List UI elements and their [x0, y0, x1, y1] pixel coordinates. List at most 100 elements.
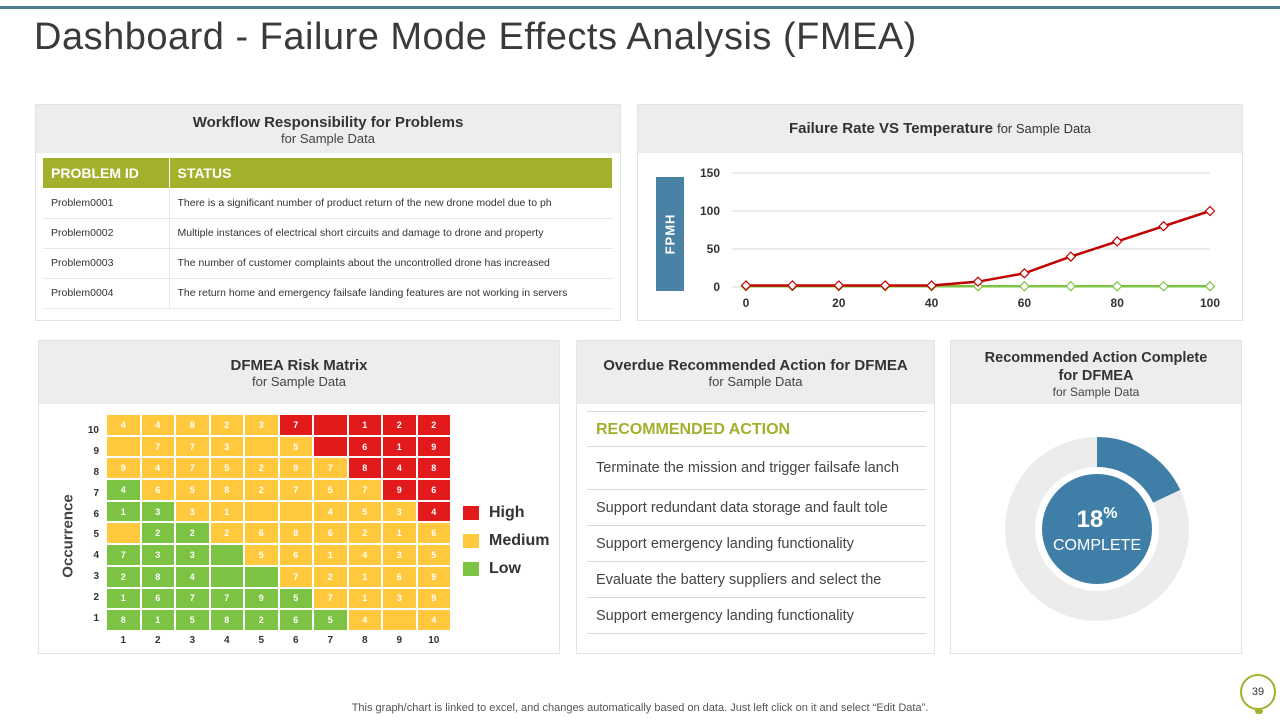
x-tick-label: 4 [223, 635, 230, 646]
percent-value: 18 [1076, 506, 1104, 533]
complete-header: Recommended Action Complete for DFMEA fo… [951, 341, 1241, 404]
y-tick-label: 150 [700, 166, 720, 180]
matrix-cell: 5 [278, 587, 313, 610]
y-axis-label-box: FPMH [656, 177, 684, 291]
data-point [1019, 280, 1030, 292]
legend-item-high: High [463, 499, 549, 527]
y-tick-label: 3 [93, 571, 99, 583]
list-item: Support emergency landing functionality [587, 526, 926, 562]
matrix-cell: 7 [278, 414, 313, 436]
occurrence-label: Occurrence [59, 494, 77, 578]
workflow-header: Workflow Responsibility for Problems for… [36, 105, 620, 153]
failure-rate-title: Failure Rate VS Temperature [788, 120, 993, 137]
action-list: RECOMMENDED ACTION Terminate the mission… [587, 411, 926, 634]
matrix-cell: 1 [382, 435, 417, 458]
matrix-cell: 4 [140, 414, 175, 436]
risk-matrix-header: DFMEA Risk Matrix for Sample Data [39, 341, 559, 404]
matrix-cell: 4 [416, 500, 451, 523]
matrix-cell: 2 [416, 414, 451, 436]
legend-item-medium: Medium [463, 527, 549, 555]
matrix-cell: 7 [313, 587, 348, 610]
matrix-cell: 6 [347, 435, 382, 458]
x-tick-label: 9 [396, 635, 403, 646]
y-tick-label: 4 [93, 550, 99, 562]
failure-rate-header: Failure Rate VS Temperature for Sample D… [638, 105, 1242, 153]
matrix-cell: 8 [278, 522, 313, 545]
x-tick-label: 40 [925, 296, 939, 310]
legend-label: High [489, 504, 525, 521]
matrix-cell: 1 [106, 500, 141, 523]
matrix-cell: 2 [347, 522, 382, 545]
complete-panel: Recommended Action Complete for DFMEA fo… [950, 340, 1242, 654]
matrix-cell: 3 [209, 435, 244, 458]
y-tick-label: 2 [93, 592, 99, 604]
matrix-cell: 9 [106, 457, 141, 480]
data-point [926, 280, 937, 291]
matrix-cell: 8 [209, 609, 244, 631]
matrix-cell: 8 [209, 479, 244, 501]
problem-id-cell: Problem0002 [43, 218, 170, 249]
matrix-cell: 8 [347, 457, 382, 480]
action-list-header: RECOMMENDED ACTION [587, 411, 926, 447]
data-point [833, 280, 845, 291]
y-tick-label: 10 [87, 425, 99, 436]
matrix-cell: 7 [278, 479, 313, 501]
matrix-cell: 3 [140, 544, 175, 566]
matrix-cell: 7 [347, 479, 382, 501]
overdue-title: Overdue Recommended Action for DFMEA [603, 357, 908, 374]
matrix-cell: 1 [313, 544, 348, 566]
failure-rate-chart: 0 50 100 150 0 20 40 60 80 100 [700, 166, 1220, 310]
completion-percent: 18% [951, 505, 1243, 534]
matrix-cell [106, 435, 141, 458]
data-point [1158, 280, 1169, 292]
x-tick-label: 80 [1111, 296, 1125, 310]
matrix-cell: 7 [106, 544, 141, 566]
matrix-cell: 7 [140, 435, 175, 458]
workflow-subtitle: for Sample Data [281, 131, 375, 146]
matrix-cell: 2 [175, 522, 210, 545]
problem-id-cell: Problem0001 [43, 188, 170, 219]
x-tick-label: 0 [743, 296, 750, 310]
overdue-header: Overdue Recommended Action for DFMEA for… [577, 341, 934, 404]
data-point [740, 280, 752, 291]
data-point [879, 280, 891, 291]
matrix-cell: 1 [382, 522, 417, 545]
table-row: Problem0002 Multiple instances of electr… [43, 218, 613, 249]
percent-sign: % [1103, 505, 1118, 522]
matrix-cell: 9 [416, 565, 451, 588]
donut-center [1042, 474, 1152, 584]
matrix-cell: 7 [209, 587, 244, 610]
risk-matrix-subtitle: for Sample Data [252, 374, 346, 389]
matrix-cell: 7 [175, 457, 210, 480]
y-tick-label: 50 [707, 242, 721, 256]
matrix-cell [382, 609, 417, 631]
matrix-cell: 3 [175, 500, 210, 523]
risk-matrix-title: DFMEA Risk Matrix [230, 357, 368, 374]
matrix-cell: 6 [416, 522, 451, 545]
matrix-cell: 6 [382, 565, 417, 588]
x-tick-label: 100 [1200, 296, 1220, 310]
page-title: Dashboard - Failure Mode Effects Analysi… [34, 16, 917, 58]
overdue-subtitle: for Sample Data [708, 374, 803, 389]
overdue-panel: Overdue Recommended Action for DFMEA for… [576, 340, 935, 654]
legend-label: Low [489, 560, 521, 577]
data-point [1065, 280, 1077, 292]
matrix-cell: 4 [175, 565, 210, 588]
risk-matrix-panel: DFMEA Risk Matrix for Sample Data Occurr… [38, 340, 560, 654]
matrix-cell: 1 [140, 609, 175, 631]
matrix-cell: 5 [244, 544, 279, 566]
matrix-cell: 2 [244, 457, 279, 480]
table-row: Problem0001 There is a significant numbe… [43, 188, 613, 219]
matrix-cell: 6 [416, 479, 451, 501]
matrix-cell: 5 [347, 500, 382, 523]
data-point [787, 280, 798, 291]
problem-id-cell: Problem0003 [43, 248, 170, 279]
list-item: Support redundant data storage and fault… [587, 490, 926, 526]
x-tick-label: 60 [1018, 296, 1032, 310]
matrix-cell: 3 [382, 587, 417, 610]
matrix-cell: 5 [209, 457, 244, 480]
x-tick-label: 7 [327, 635, 334, 646]
x-tick-label: 3 [189, 635, 196, 646]
column-header-status: STATUS [169, 158, 613, 188]
